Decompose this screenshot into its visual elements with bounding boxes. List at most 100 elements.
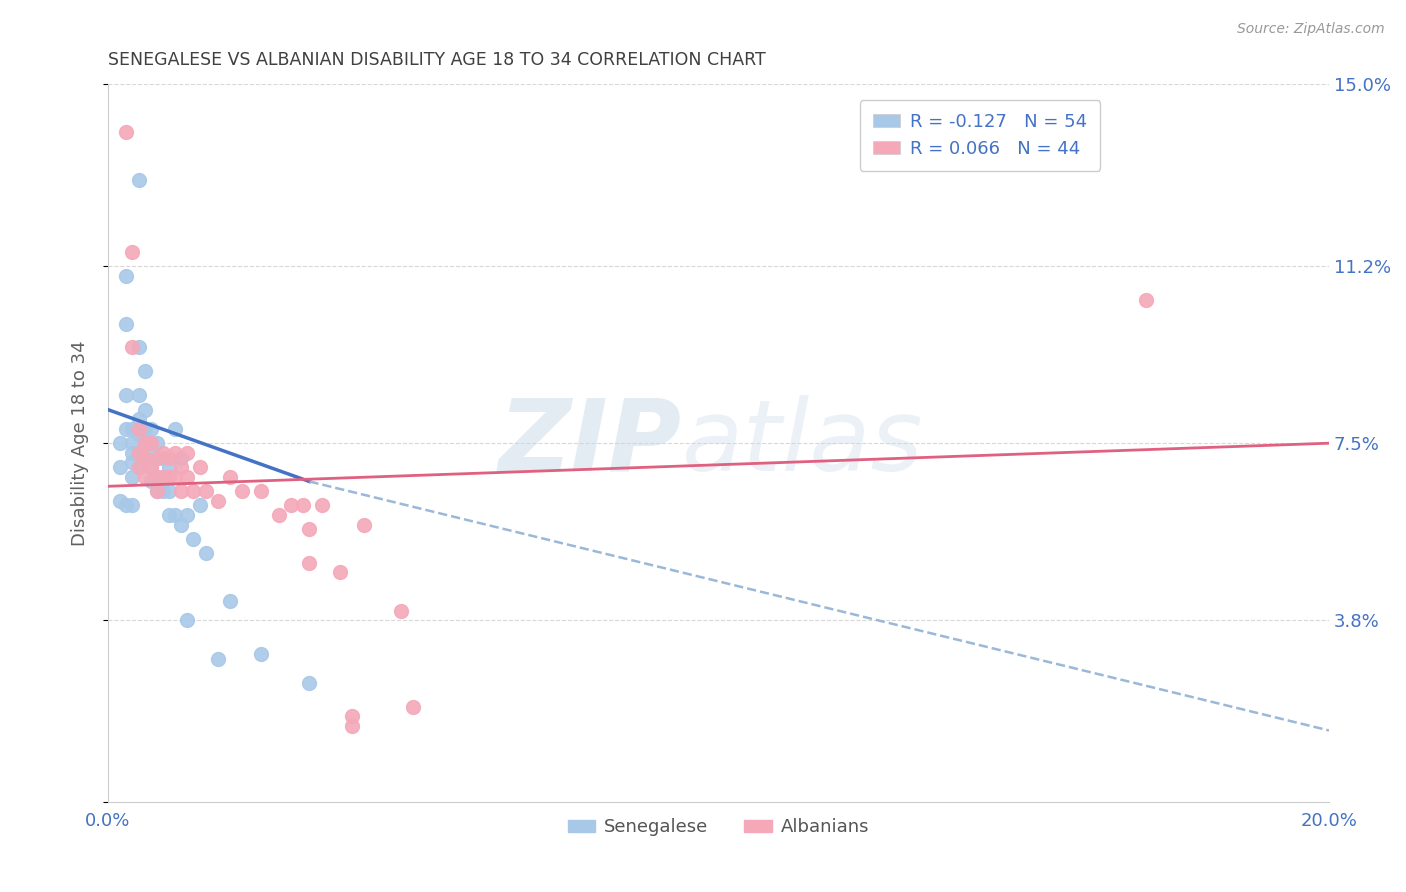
Point (194, 546, 217, 560)
Point (121, 436, 143, 450)
Point (176, 613, 198, 627)
Point (128, 173, 150, 187)
Point (121, 446, 143, 460)
Point (146, 469, 169, 483)
Point (353, 517, 375, 532)
Point (115, 125, 138, 139)
Point (128, 341, 150, 355)
Point (121, 499, 143, 513)
Point (152, 450, 174, 465)
Point (152, 446, 174, 460)
Point (139, 446, 162, 460)
Point (157, 508, 180, 522)
Point (340, 709, 363, 723)
Point (134, 450, 156, 465)
Point (146, 450, 169, 465)
Point (121, 244, 143, 259)
Point (194, 484, 217, 499)
Point (128, 446, 150, 460)
Point (267, 508, 290, 522)
Point (128, 426, 150, 441)
Point (146, 436, 169, 450)
Point (146, 484, 169, 499)
Point (292, 499, 315, 513)
Point (298, 522, 321, 536)
Point (108, 436, 131, 450)
Point (298, 556, 321, 570)
Point (188, 460, 211, 475)
Point (152, 469, 174, 483)
Point (157, 460, 180, 475)
Point (128, 422, 150, 436)
Point (219, 469, 242, 483)
Point (183, 532, 205, 546)
Point (115, 499, 138, 513)
Point (170, 517, 193, 532)
Point (139, 475, 162, 489)
Point (134, 450, 156, 465)
Point (402, 699, 425, 714)
Point (121, 422, 143, 436)
Point (170, 484, 193, 499)
Point (134, 436, 156, 450)
Legend: Senegalese, Albanians: Senegalese, Albanians (561, 811, 876, 844)
Point (219, 594, 242, 608)
Point (134, 422, 156, 436)
Point (139, 422, 162, 436)
Point (389, 604, 412, 618)
Point (115, 268, 138, 283)
Point (157, 450, 180, 465)
Point (152, 469, 174, 483)
Point (146, 450, 169, 465)
Point (188, 499, 211, 513)
Point (115, 422, 138, 436)
Point (108, 493, 131, 508)
Point (176, 469, 198, 483)
Point (108, 460, 131, 475)
Point (249, 484, 271, 499)
Point (128, 460, 150, 475)
Point (128, 460, 150, 475)
Point (134, 436, 156, 450)
Point (115, 388, 138, 402)
Point (139, 436, 162, 450)
Point (152, 484, 174, 499)
Point (249, 647, 271, 661)
Point (139, 460, 162, 475)
Point (128, 446, 150, 460)
Point (231, 484, 253, 499)
Point (157, 484, 180, 499)
Point (134, 469, 156, 483)
Point (1135, 293, 1157, 307)
Point (128, 388, 150, 402)
Point (146, 484, 169, 499)
Point (128, 412, 150, 426)
Point (134, 364, 156, 378)
Point (146, 469, 169, 483)
Point (183, 484, 205, 499)
Point (121, 341, 143, 355)
Text: Source: ZipAtlas.com: Source: ZipAtlas.com (1237, 22, 1385, 37)
Point (298, 675, 321, 690)
Point (121, 455, 143, 469)
Point (139, 460, 162, 475)
Y-axis label: Disability Age 18 to 34: Disability Age 18 to 34 (72, 341, 89, 546)
Point (165, 422, 187, 436)
Point (280, 499, 302, 513)
Text: SENEGALESE VS ALBANIAN DISABILITY AGE 18 TO 34 CORRELATION CHART: SENEGALESE VS ALBANIAN DISABILITY AGE 18… (108, 51, 766, 69)
Point (311, 499, 333, 513)
Point (115, 317, 138, 331)
Point (207, 493, 229, 508)
Point (170, 450, 193, 465)
Text: ZIP: ZIP (499, 394, 682, 491)
Point (165, 446, 187, 460)
Text: atlas: atlas (682, 394, 924, 491)
Point (134, 402, 156, 417)
Point (329, 566, 352, 580)
Point (157, 469, 180, 483)
Point (207, 651, 229, 665)
Point (121, 469, 143, 483)
Point (170, 460, 193, 475)
Point (340, 719, 363, 733)
Point (139, 436, 162, 450)
